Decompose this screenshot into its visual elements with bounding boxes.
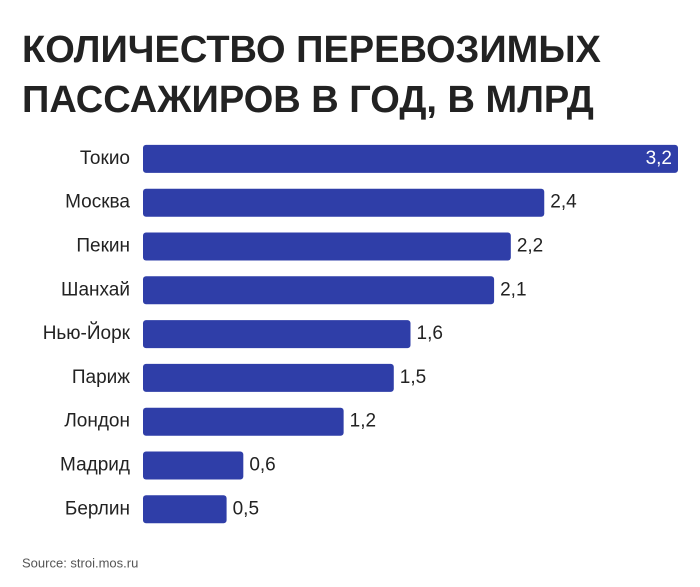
y-tick-label: Пекин bbox=[76, 236, 130, 257]
bar bbox=[143, 407, 344, 436]
value-label: 1,6 bbox=[417, 323, 443, 344]
value-label: 2,1 bbox=[500, 279, 526, 300]
value-label: 2,4 bbox=[550, 192, 577, 213]
bar bbox=[143, 188, 545, 217]
bar bbox=[143, 144, 678, 173]
value-label: 2,2 bbox=[517, 236, 543, 257]
value-label: 0,6 bbox=[249, 455, 275, 476]
source: Source: stroi.mos.ru bbox=[22, 555, 138, 570]
bar bbox=[143, 495, 227, 524]
y-tick-label: Шанхай bbox=[61, 279, 130, 300]
bar bbox=[143, 363, 394, 392]
value-label: 1,2 bbox=[350, 411, 376, 432]
bar bbox=[143, 451, 244, 480]
bar bbox=[143, 320, 411, 349]
y-tick-label: Берлин bbox=[65, 498, 130, 519]
bar bbox=[143, 276, 495, 305]
bar bbox=[143, 232, 511, 261]
y-tick-label: Париж bbox=[72, 367, 130, 388]
chart-title: ПАССАЖИРОВ В ГОД, В МЛРД bbox=[22, 79, 594, 121]
y-tick-label: Токио bbox=[80, 148, 130, 169]
y-tick-label: Москва bbox=[65, 192, 130, 213]
value-label: 1,5 bbox=[400, 367, 426, 388]
value-label: 0,5 bbox=[233, 498, 259, 519]
y-tick-label: Нью-Йорк bbox=[43, 322, 131, 344]
y-tick-label: Лондон bbox=[64, 411, 130, 432]
chart-title: КОЛИЧЕСТВО ПЕРЕВОЗИМЫХ bbox=[22, 29, 602, 71]
value-label: 3,2 bbox=[646, 148, 672, 169]
y-tick-label: Мадрид bbox=[60, 455, 130, 476]
